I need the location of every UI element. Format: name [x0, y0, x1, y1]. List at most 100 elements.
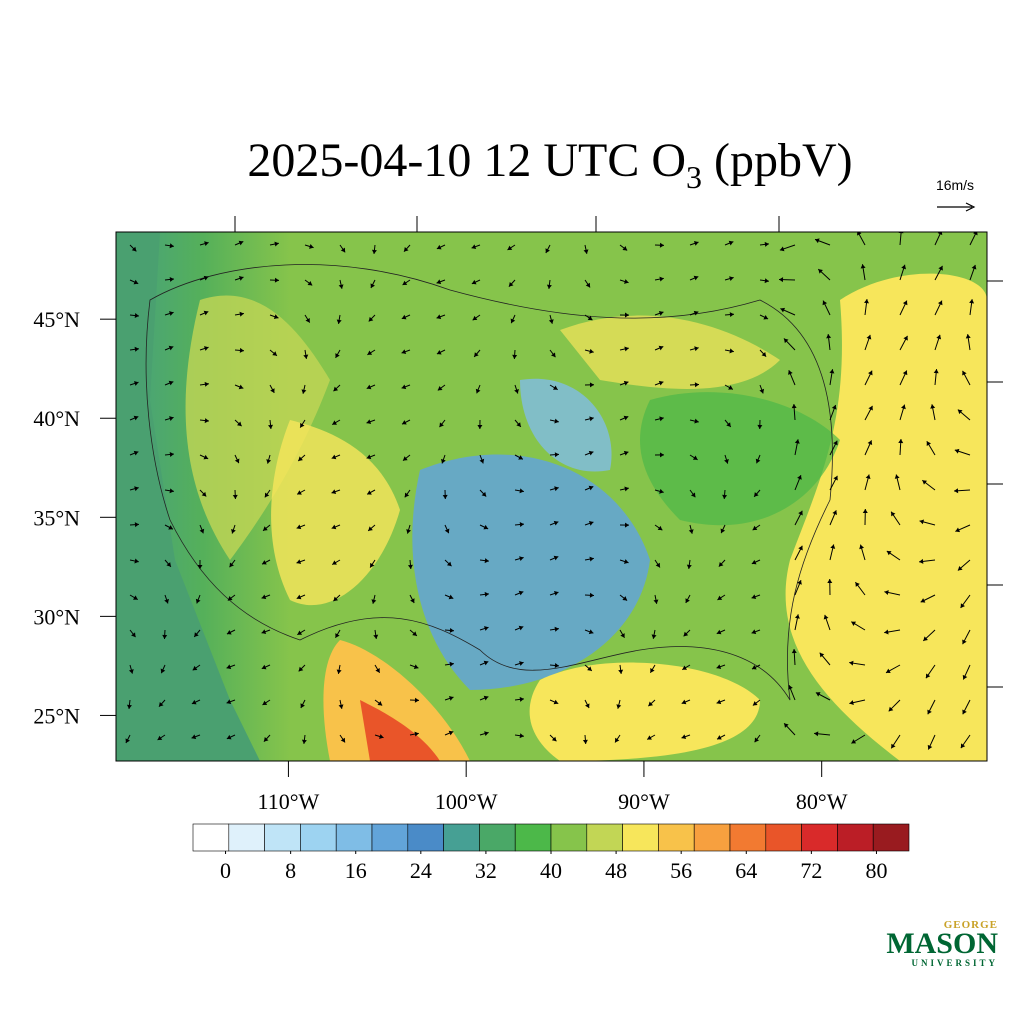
wind-arrow-head — [231, 528, 236, 534]
wind-arrow-head — [406, 529, 412, 534]
wind-arrow-head — [448, 696, 454, 701]
wind-arrow-head — [794, 614, 800, 619]
wind-arrow-head — [336, 669, 342, 674]
wind-arrow-head — [955, 527, 961, 533]
wind-arrow-head — [923, 636, 928, 641]
wind-arrow-head — [779, 277, 784, 283]
wind-arrow-head — [553, 591, 559, 596]
wind-arrow-head — [960, 603, 965, 608]
wind-arrow-head — [886, 550, 892, 556]
wind-arrow-head — [851, 621, 857, 626]
wind-arrow-head — [683, 631, 689, 637]
wind-arrow-head — [133, 381, 139, 386]
colorbar-box — [837, 823, 874, 852]
wind-arrow-head — [759, 388, 765, 394]
wind-arrow-head — [296, 594, 302, 600]
lat-label: 40°N — [33, 406, 80, 431]
wind-arrow-head — [194, 632, 199, 637]
wind-arrow-head — [653, 599, 659, 604]
wind-arrow-head — [722, 494, 728, 499]
colorbar-label: 0 — [220, 858, 231, 883]
us-outline — [145, 264, 833, 701]
wind-arrow-head — [884, 590, 889, 595]
wind-arrow-head — [413, 664, 419, 670]
wind-arrow-head — [239, 347, 244, 353]
colorbar-box — [801, 823, 838, 852]
wind-arrow-head — [204, 346, 209, 351]
wind-arrow-head — [826, 334, 832, 339]
wind-arrow-head — [685, 598, 690, 603]
wind-arrow-head — [815, 692, 821, 697]
wind-arrow-head — [226, 699, 232, 705]
wind-arrow-head — [681, 734, 687, 740]
wind-arrow-head — [134, 558, 139, 564]
wind-arrow-head — [331, 454, 337, 460]
wind-arrow-head — [191, 699, 197, 705]
wind-arrow-head — [720, 528, 726, 534]
wind-arrow-head — [296, 559, 302, 565]
wind-arrow-head — [236, 421, 242, 427]
wind-arrow-head — [512, 354, 518, 359]
wind-arrow-head — [822, 300, 828, 306]
wind-arrow-head — [659, 276, 664, 282]
wind-arrow-head — [274, 277, 279, 283]
wind-arrow-head — [340, 737, 346, 743]
wind-arrow-head — [937, 232, 943, 236]
wind-arrow-head — [751, 594, 757, 600]
colorbar-label: 72 — [800, 858, 822, 883]
wind-arrow-head — [441, 458, 446, 464]
wind-arrow-head — [650, 668, 655, 673]
wind-arrow-head — [589, 556, 594, 562]
wind-arrow-head — [616, 704, 622, 709]
wind-arrow-head — [682, 665, 688, 670]
wind-arrow-head — [962, 370, 967, 376]
wind-arrow-head — [471, 279, 477, 285]
wind-arrow-head — [160, 668, 166, 674]
map-field — [116, 232, 987, 761]
wind-arrow-head — [519, 488, 524, 494]
wind-arrow-head — [401, 314, 407, 320]
wind-arrow — [899, 232, 902, 246]
wind-arrow-head — [401, 349, 407, 355]
wind-arrow-head — [203, 310, 209, 316]
wind-arrow-head — [620, 633, 625, 638]
wind-arrow-head — [938, 265, 943, 271]
wind-arrow-head — [752, 525, 758, 531]
wind-arrow-head — [366, 419, 372, 425]
wind-arrow-head — [755, 458, 761, 464]
wind-arrow-head — [726, 422, 731, 427]
wind-arrow-head — [333, 386, 339, 392]
wind-arrow-head — [483, 660, 489, 666]
wind-arrow-head — [169, 311, 174, 316]
wind-arrow-head — [484, 591, 489, 597]
wind-arrow-head — [268, 424, 274, 429]
title-subscript: 3 — [686, 159, 702, 195]
logo-bottom: UNIVERSITY — [911, 958, 998, 968]
wind-arrow-head — [686, 564, 692, 569]
wind-arrow-head — [546, 284, 552, 289]
wind-arrow-head — [622, 246, 628, 251]
wind-arrow-head — [791, 404, 797, 409]
colorbar-box — [407, 823, 444, 852]
wind-arrow-head — [197, 564, 203, 569]
wind-arrow-head — [973, 232, 978, 236]
wind-arrow-head — [694, 382, 699, 388]
wind-arrow-head — [648, 701, 653, 707]
wind-arrow-head — [554, 452, 559, 458]
wind-arrow-head — [694, 418, 699, 424]
wind-arrow-head — [866, 334, 872, 340]
wind-arrow-head — [402, 456, 408, 461]
wind-arrow-head — [303, 354, 309, 359]
wind-arrow-head — [479, 458, 485, 464]
wind-arrow-head — [262, 560, 267, 565]
wind-arrow-head — [814, 731, 819, 737]
wind-arrow-head — [587, 666, 592, 671]
colorbar-box — [729, 823, 767, 852]
colorbar-box — [658, 823, 695, 852]
wind-arrow-head — [403, 247, 409, 252]
wind-arrow-head — [624, 279, 629, 284]
wind-arrows — [125, 232, 978, 750]
wind-arrow-head — [472, 315, 478, 321]
west-patch — [185, 295, 330, 560]
